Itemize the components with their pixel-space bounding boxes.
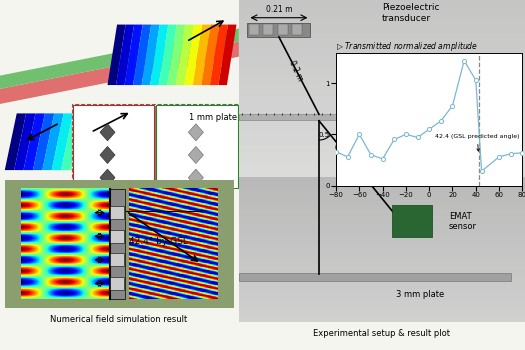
Text: 0.5: 0.5 bbox=[456, 114, 467, 120]
Bar bbox=[156, 105, 238, 188]
Text: 0.4 m: 0.4 m bbox=[339, 156, 357, 180]
Polygon shape bbox=[116, 25, 134, 85]
Bar bbox=[71, 104, 239, 189]
Polygon shape bbox=[188, 146, 203, 163]
Text: θm: θm bbox=[335, 142, 350, 152]
Polygon shape bbox=[5, 113, 26, 170]
Polygon shape bbox=[0, 28, 239, 89]
Polygon shape bbox=[70, 113, 92, 170]
Polygon shape bbox=[43, 113, 64, 170]
Polygon shape bbox=[89, 113, 111, 170]
Bar bbox=[278, 24, 288, 35]
Polygon shape bbox=[188, 169, 203, 186]
Text: x: x bbox=[116, 182, 120, 188]
Text: 3 mm plate: 3 mm plate bbox=[396, 290, 445, 299]
Text: 1 mm plate: 1 mm plate bbox=[190, 113, 237, 122]
Text: Numerical field simulation result: Numerical field simulation result bbox=[49, 315, 187, 324]
Text: 0.2 m: 0.2 m bbox=[288, 59, 305, 83]
Polygon shape bbox=[188, 124, 203, 141]
Polygon shape bbox=[99, 113, 120, 170]
Polygon shape bbox=[100, 146, 115, 163]
Bar bbox=[110, 206, 124, 219]
Polygon shape bbox=[184, 25, 202, 85]
Polygon shape bbox=[100, 124, 115, 141]
Bar bbox=[239, 273, 511, 281]
Text: $\triangleright$ Transmitted normalized amplitude: $\triangleright$ Transmitted normalized … bbox=[336, 40, 478, 52]
Bar bbox=[110, 230, 124, 243]
Polygon shape bbox=[167, 25, 185, 85]
Polygon shape bbox=[142, 25, 160, 85]
Polygon shape bbox=[0, 42, 239, 104]
Text: Piezoelectric
transducer: Piezoelectric transducer bbox=[382, 3, 439, 23]
Bar bbox=[247, 22, 310, 37]
Bar bbox=[73, 105, 154, 188]
Polygon shape bbox=[176, 25, 194, 85]
Polygon shape bbox=[193, 25, 211, 85]
Polygon shape bbox=[150, 25, 168, 85]
Bar bbox=[110, 253, 124, 266]
Polygon shape bbox=[51, 113, 73, 170]
Polygon shape bbox=[210, 25, 228, 85]
Polygon shape bbox=[24, 113, 45, 170]
Polygon shape bbox=[108, 25, 125, 85]
Text: Phase
modulator: Phase modulator bbox=[97, 190, 130, 201]
Polygon shape bbox=[33, 113, 54, 170]
Text: EMAT
sensor: EMAT sensor bbox=[449, 212, 477, 231]
Bar bbox=[392, 205, 432, 237]
Text: 0.21 m: 0.21 m bbox=[266, 5, 292, 14]
Polygon shape bbox=[100, 169, 115, 186]
Bar bbox=[110, 277, 124, 290]
Polygon shape bbox=[61, 113, 82, 170]
Polygon shape bbox=[202, 25, 219, 85]
Polygon shape bbox=[80, 113, 101, 170]
Polygon shape bbox=[118, 113, 139, 170]
Text: Impedance
matcher: Impedance matcher bbox=[174, 190, 208, 201]
Polygon shape bbox=[124, 25, 143, 85]
Polygon shape bbox=[218, 25, 236, 85]
Bar bbox=[239, 114, 454, 120]
Bar bbox=[109, 189, 125, 299]
Polygon shape bbox=[133, 25, 151, 85]
Polygon shape bbox=[159, 25, 177, 85]
Bar bbox=[249, 24, 259, 35]
Polygon shape bbox=[127, 113, 148, 170]
Polygon shape bbox=[108, 113, 129, 170]
Text: 42.4° by GSL: 42.4° by GSL bbox=[129, 237, 187, 246]
Text: 42.4 (GSL predicted angle): 42.4 (GSL predicted angle) bbox=[435, 134, 520, 151]
Polygon shape bbox=[14, 113, 36, 170]
Bar bbox=[263, 24, 273, 35]
Bar bbox=[292, 24, 302, 35]
Text: Experimental setup & result plot: Experimental setup & result plot bbox=[313, 329, 450, 338]
